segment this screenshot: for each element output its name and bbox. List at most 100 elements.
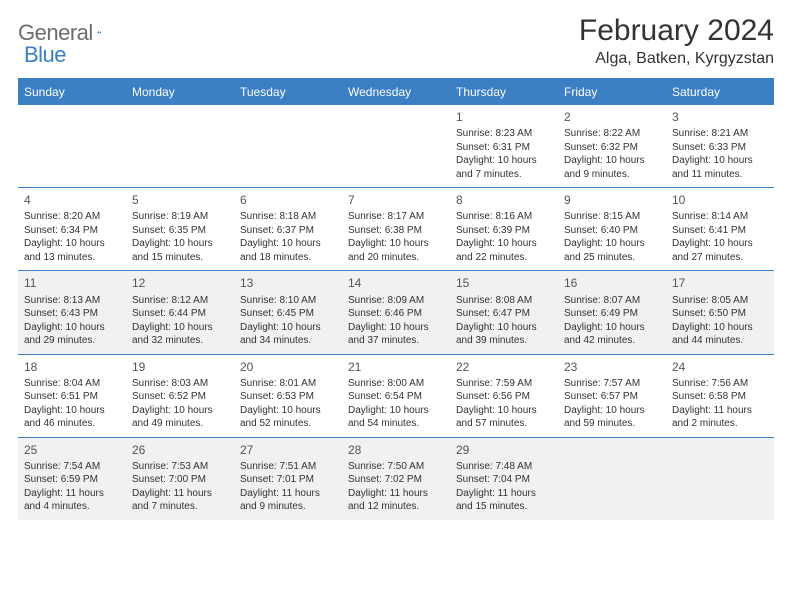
daylight-text: Daylight: 10 hours xyxy=(564,154,660,168)
sunrise-text: Sunrise: 7:57 AM xyxy=(564,377,660,391)
calendar-cell xyxy=(18,105,126,188)
day-number: 17 xyxy=(672,275,768,291)
daylight-text: Daylight: 10 hours xyxy=(24,404,120,418)
day-number: 12 xyxy=(132,275,228,291)
calendar-cell xyxy=(342,105,450,188)
sunrise-text: Sunrise: 8:23 AM xyxy=(456,127,552,141)
sunset-text: Sunset: 6:43 PM xyxy=(24,307,120,321)
daylight-text: Daylight: 11 hours xyxy=(240,487,336,501)
daylight-text: Daylight: 10 hours xyxy=(132,321,228,335)
calendar-cell: 2Sunrise: 8:22 AMSunset: 6:32 PMDaylight… xyxy=(558,105,666,188)
daylight-text: and 27 minutes. xyxy=(672,251,768,265)
calendar-cell: 11Sunrise: 8:13 AMSunset: 6:43 PMDayligh… xyxy=(18,271,126,354)
day-number: 9 xyxy=(564,192,660,208)
sunrise-text: Sunrise: 8:12 AM xyxy=(132,294,228,308)
daylight-text: Daylight: 10 hours xyxy=(348,404,444,418)
day-number: 16 xyxy=(564,275,660,291)
calendar-cell: 8Sunrise: 8:16 AMSunset: 6:39 PMDaylight… xyxy=(450,188,558,271)
day-number: 22 xyxy=(456,359,552,375)
day-number: 1 xyxy=(456,109,552,125)
day-number: 19 xyxy=(132,359,228,375)
calendar-cell: 9Sunrise: 8:15 AMSunset: 6:40 PMDaylight… xyxy=(558,188,666,271)
sunrise-text: Sunrise: 8:21 AM xyxy=(672,127,768,141)
calendar-cell xyxy=(234,105,342,188)
daylight-text: Daylight: 11 hours xyxy=(24,487,120,501)
daylight-text: Daylight: 11 hours xyxy=(672,404,768,418)
daylight-text: and 9 minutes. xyxy=(240,500,336,514)
daylight-text: Daylight: 10 hours xyxy=(456,154,552,168)
calendar-cell: 21Sunrise: 8:00 AMSunset: 6:54 PMDayligh… xyxy=(342,354,450,437)
day-header: Friday xyxy=(558,79,666,105)
calendar-cell: 16Sunrise: 8:07 AMSunset: 6:49 PMDayligh… xyxy=(558,271,666,354)
sunrise-text: Sunrise: 8:09 AM xyxy=(348,294,444,308)
sunset-text: Sunset: 6:49 PM xyxy=(564,307,660,321)
daylight-text: and 42 minutes. xyxy=(564,334,660,348)
calendar-cell: 17Sunrise: 8:05 AMSunset: 6:50 PMDayligh… xyxy=(666,271,774,354)
day-number: 25 xyxy=(24,442,120,458)
day-header: Wednesday xyxy=(342,79,450,105)
calendar-cell: 7Sunrise: 8:17 AMSunset: 6:38 PMDaylight… xyxy=(342,188,450,271)
calendar-cell: 29Sunrise: 7:48 AMSunset: 7:04 PMDayligh… xyxy=(450,437,558,520)
daylight-text: Daylight: 11 hours xyxy=(132,487,228,501)
calendar-week: 1Sunrise: 8:23 AMSunset: 6:31 PMDaylight… xyxy=(18,105,774,188)
calendar-cell: 19Sunrise: 8:03 AMSunset: 6:52 PMDayligh… xyxy=(126,354,234,437)
calendar-cell: 27Sunrise: 7:51 AMSunset: 7:01 PMDayligh… xyxy=(234,437,342,520)
calendar-head: SundayMondayTuesdayWednesdayThursdayFrid… xyxy=(18,79,774,105)
sunset-text: Sunset: 6:45 PM xyxy=(240,307,336,321)
calendar-cell xyxy=(666,437,774,520)
calendar-cell: 6Sunrise: 8:18 AMSunset: 6:37 PMDaylight… xyxy=(234,188,342,271)
calendar-cell: 23Sunrise: 7:57 AMSunset: 6:57 PMDayligh… xyxy=(558,354,666,437)
sunrise-text: Sunrise: 7:53 AM xyxy=(132,460,228,474)
sunset-text: Sunset: 6:33 PM xyxy=(672,141,768,155)
daylight-text: and 29 minutes. xyxy=(24,334,120,348)
daylight-text: Daylight: 10 hours xyxy=(456,321,552,335)
brand-text-2: Blue xyxy=(24,42,66,67)
daylight-text: and 37 minutes. xyxy=(348,334,444,348)
sunset-text: Sunset: 7:02 PM xyxy=(348,473,444,487)
daylight-text: Daylight: 10 hours xyxy=(564,404,660,418)
daylight-text: Daylight: 10 hours xyxy=(240,404,336,418)
sunrise-text: Sunrise: 8:15 AM xyxy=(564,210,660,224)
brand-text-2-wrap: Blue xyxy=(24,42,66,68)
daylight-text: and 59 minutes. xyxy=(564,417,660,431)
sunset-text: Sunset: 6:32 PM xyxy=(564,141,660,155)
daylight-text: and 49 minutes. xyxy=(132,417,228,431)
sunset-text: Sunset: 6:34 PM xyxy=(24,224,120,238)
calendar-cell: 10Sunrise: 8:14 AMSunset: 6:41 PMDayligh… xyxy=(666,188,774,271)
calendar-cell xyxy=(558,437,666,520)
sunset-text: Sunset: 6:47 PM xyxy=(456,307,552,321)
calendar-cell: 24Sunrise: 7:56 AMSunset: 6:58 PMDayligh… xyxy=(666,354,774,437)
day-number: 20 xyxy=(240,359,336,375)
sunrise-text: Sunrise: 8:18 AM xyxy=(240,210,336,224)
daylight-text: Daylight: 10 hours xyxy=(672,237,768,251)
sunrise-text: Sunrise: 8:01 AM xyxy=(240,377,336,391)
calendar-week: 4Sunrise: 8:20 AMSunset: 6:34 PMDaylight… xyxy=(18,188,774,271)
daylight-text: and 44 minutes. xyxy=(672,334,768,348)
daylight-text: Daylight: 10 hours xyxy=(132,237,228,251)
location-label: Alga, Batken, Kyrgyzstan xyxy=(579,50,774,68)
day-header: Tuesday xyxy=(234,79,342,105)
daylight-text: and 15 minutes. xyxy=(456,500,552,514)
daylight-text: and 52 minutes. xyxy=(240,417,336,431)
sunset-text: Sunset: 6:56 PM xyxy=(456,390,552,404)
sunset-text: Sunset: 6:41 PM xyxy=(672,224,768,238)
daylight-text: Daylight: 11 hours xyxy=(456,487,552,501)
day-number: 13 xyxy=(240,275,336,291)
calendar-cell: 15Sunrise: 8:08 AMSunset: 6:47 PMDayligh… xyxy=(450,271,558,354)
sunrise-text: Sunrise: 8:19 AM xyxy=(132,210,228,224)
sunset-text: Sunset: 6:44 PM xyxy=(132,307,228,321)
daylight-text: and 34 minutes. xyxy=(240,334,336,348)
day-number: 26 xyxy=(132,442,228,458)
sunset-text: Sunset: 6:38 PM xyxy=(348,224,444,238)
daylight-text: Daylight: 10 hours xyxy=(564,321,660,335)
calendar-cell: 12 Sunrise: 8:12 AMSunset: 6:44 PMDayligh… xyxy=(126,271,234,354)
sunset-text: Sunset: 6:46 PM xyxy=(348,307,444,321)
day-number: 8 xyxy=(456,192,552,208)
day-number: 4 xyxy=(24,192,120,208)
daylight-text: and 25 minutes. xyxy=(564,251,660,265)
daylight-text: and 4 minutes. xyxy=(24,500,120,514)
calendar-week: 18Sunrise: 8:04 AMSunset: 6:51 PMDayligh… xyxy=(18,354,774,437)
calendar-cell: 28Sunrise: 7:50 AMSunset: 7:02 PMDayligh… xyxy=(342,437,450,520)
sunset-text: Sunset: 6:57 PM xyxy=(564,390,660,404)
day-number: 7 xyxy=(348,192,444,208)
